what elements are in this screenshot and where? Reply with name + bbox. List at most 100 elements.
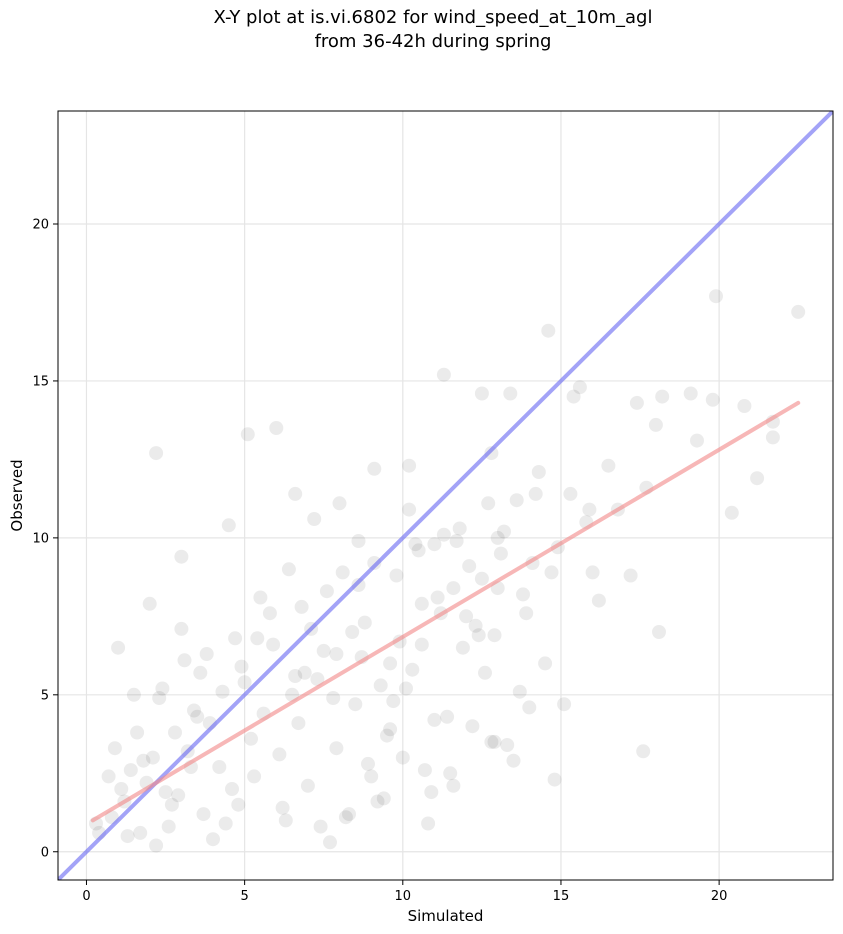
scatter-point — [497, 524, 511, 539]
scatter-point — [468, 618, 483, 633]
scatter-point — [538, 656, 553, 671]
scatter-point — [652, 625, 666, 639]
scatter-point — [655, 389, 670, 404]
scatter-point — [193, 665, 208, 680]
scatter-point — [177, 653, 192, 668]
y-tick-label: 20 — [32, 217, 49, 232]
scatter-point — [465, 719, 480, 734]
scatter-point — [705, 392, 720, 407]
scatter-point — [395, 750, 410, 765]
scatter-point — [266, 637, 281, 652]
scatter-point — [417, 763, 432, 778]
scatter-point — [563, 486, 578, 501]
scatter-point — [351, 578, 366, 592]
scatter-point — [376, 791, 391, 806]
scatter-point — [585, 565, 600, 580]
scatter-point — [278, 813, 293, 828]
y-tick-label: 15 — [32, 374, 49, 389]
scatter-point — [228, 631, 243, 646]
scatter-point — [481, 496, 496, 511]
scatter-point — [601, 458, 616, 473]
scatter-point — [636, 744, 651, 759]
scatter-point — [149, 838, 164, 853]
chart-title: X-Y plot at is.vi.6802 for wind_speed_at… — [213, 7, 653, 52]
scatter-point — [566, 389, 581, 404]
scatter-point — [275, 800, 290, 815]
scatter-point — [623, 568, 638, 583]
scatter-point — [164, 797, 179, 812]
scatter-point — [373, 678, 388, 693]
scatter-point — [484, 734, 499, 749]
identity-line — [58, 111, 833, 880]
scatter-point — [348, 697, 363, 712]
scatter-point — [206, 832, 220, 847]
scatter-point — [253, 590, 268, 605]
scatter-point — [152, 691, 167, 705]
scatter-point — [145, 750, 160, 765]
scatter-point — [750, 471, 765, 486]
scatter-point — [462, 559, 477, 574]
scatter-point — [446, 778, 461, 793]
scatter-point — [443, 766, 458, 781]
scatter-point — [262, 606, 277, 621]
scatter-point — [500, 738, 515, 752]
scatter-point — [414, 596, 429, 611]
scatter-point — [528, 486, 543, 501]
scatter-point — [361, 756, 375, 771]
scatter-point — [440, 709, 455, 724]
scatter-point — [544, 565, 559, 580]
scatter-point — [436, 367, 451, 382]
scatter-point — [484, 446, 499, 461]
scatter-point — [690, 433, 704, 448]
scatter-point — [724, 505, 739, 520]
scatter-point — [427, 537, 442, 552]
scatter-point — [547, 772, 562, 787]
scatter-point — [342, 807, 356, 822]
scatter-point — [218, 816, 233, 831]
scatter-point — [291, 716, 306, 731]
scatter-point — [332, 496, 347, 511]
scatter-point — [212, 760, 227, 774]
scatter-point — [319, 584, 334, 599]
scatter-point — [512, 684, 527, 699]
x-tick-label: 5 — [240, 889, 248, 904]
scatter-point — [231, 797, 246, 812]
scatter-point — [557, 697, 572, 712]
scatter-point — [345, 625, 360, 639]
scatter-point — [402, 458, 417, 473]
scatter-point — [171, 788, 186, 803]
scatter-point — [174, 621, 189, 636]
scatter-point — [709, 289, 723, 304]
scatter-point — [107, 741, 122, 756]
scatter-point — [190, 709, 205, 724]
scatter-point — [237, 675, 252, 690]
scatter-point — [471, 628, 486, 643]
scatter-point — [323, 835, 337, 850]
scatter-point — [326, 691, 341, 705]
scatter-point — [234, 659, 249, 674]
scatter-point — [136, 753, 151, 768]
scatter-point — [519, 606, 534, 621]
scatter-point — [370, 794, 385, 809]
scatter-point — [196, 807, 211, 822]
scatter-point — [683, 386, 698, 401]
fit-line — [90, 400, 801, 823]
scatter-point — [765, 430, 780, 445]
scatter-point — [455, 640, 470, 655]
plot-frame — [57, 110, 834, 881]
scatter-point — [155, 681, 170, 696]
scatter-point — [430, 590, 445, 605]
scatter-point — [411, 543, 426, 558]
y-tick-label: 0 — [41, 845, 49, 860]
scatter-point — [364, 769, 379, 784]
x-tick-label: 10 — [395, 889, 412, 904]
scatter-point — [357, 615, 372, 630]
scatter-point — [269, 421, 284, 435]
scatter-point — [572, 380, 587, 395]
scatter-point — [329, 741, 344, 756]
scatter-point — [240, 427, 255, 442]
x-tick-label: 0 — [82, 889, 90, 904]
scatter-point — [351, 534, 366, 548]
y-tick-label: 5 — [41, 688, 49, 703]
